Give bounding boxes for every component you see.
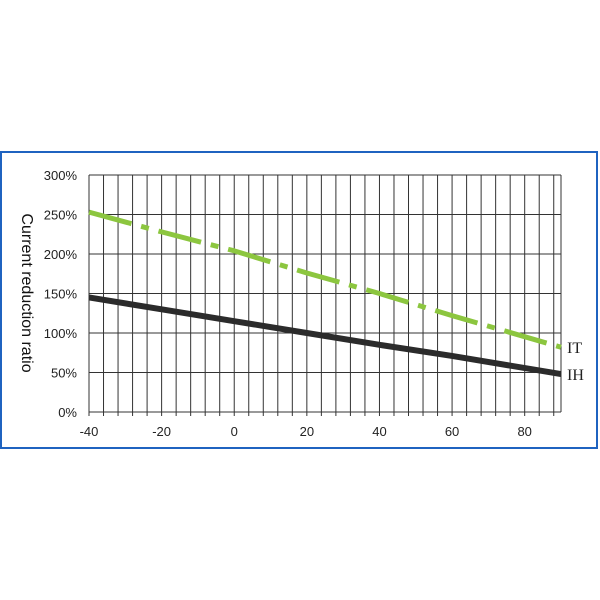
x-tick-label: -20 xyxy=(152,424,171,439)
x-tick-label: 80 xyxy=(517,424,531,439)
y-axis-label: Current reduction ratio xyxy=(18,213,35,372)
y-tick-label: 100% xyxy=(44,326,78,341)
y-tick-label: 300% xyxy=(44,168,78,183)
x-tick-label: 20 xyxy=(300,424,314,439)
x-tick-label: 60 xyxy=(445,424,459,439)
tick-labels: 0% 50% 100% 150% 200% 250% 300% -40 -20 0 20 40 60 80 xyxy=(44,168,532,439)
y-tick-label: 200% xyxy=(44,247,78,262)
series-line-ih xyxy=(88,294,562,378)
y-tick-label: 0% xyxy=(58,405,77,420)
series-label-ih: IH xyxy=(567,367,584,384)
x-tick-label: 40 xyxy=(372,424,386,439)
y-tick-label: 50% xyxy=(51,366,77,381)
y-tick-label: 250% xyxy=(44,208,78,223)
series-line-it xyxy=(88,209,562,350)
x-tick-label: -40 xyxy=(80,424,99,439)
chart-frame xyxy=(0,151,598,449)
series-label-it: IT xyxy=(567,340,582,357)
grid xyxy=(88,174,562,416)
series-lines: IT IH xyxy=(88,209,584,384)
x-tick-label: 0 xyxy=(231,424,238,439)
y-tick-label: 150% xyxy=(44,287,78,302)
